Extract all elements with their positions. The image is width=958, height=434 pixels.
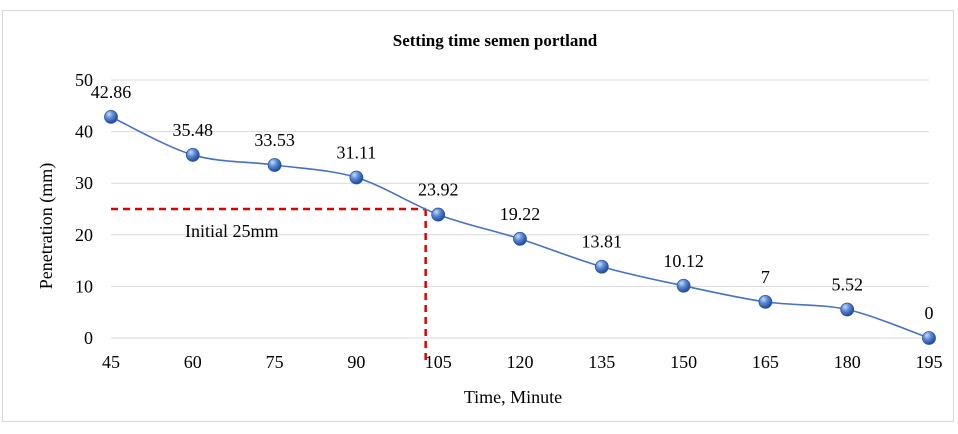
x-tick-label: 135 [588,352,615,372]
x-tick-label: 150 [670,352,697,372]
y-tick-label: 10 [75,276,93,296]
y-tick-labels: 0 10 20 30 40 50 [75,70,93,348]
y-tick-label: 0 [84,328,93,348]
data-labels: 42.86 35.48 33.53 31.11 23.92 19.22 13.81 10.12… [91,82,934,323]
data-point [758,294,773,309]
annotation: Initial 25mm [111,207,427,362]
data-label: 10.12 [663,251,704,271]
x-tick-label: 180 [834,352,861,372]
annotation-text: Initial 25mm [185,221,279,241]
data-label: 35.48 [173,120,214,140]
series [104,109,936,345]
y-tick-label: 30 [75,173,93,193]
chart-frame [2,10,954,422]
x-tick-label: 60 [184,352,202,372]
data-point [922,331,936,345]
x-tick-label: 120 [507,352,534,372]
data-label: 5.52 [831,275,863,295]
data-label: 31.11 [336,142,376,162]
data-point [349,170,364,185]
x-tick-label: 90 [347,352,365,372]
data-point [594,259,609,274]
data-point [267,158,282,172]
x-axis-label: Time, Minute [464,387,562,407]
data-point [676,278,691,293]
y-tick-label: 50 [75,70,93,90]
data-label: 19.22 [500,204,541,224]
y-tick-label: 20 [75,225,93,245]
x-tick-labels: 45 60 75 90 105 120 135 150 165 180 195 [102,352,943,372]
data-label: 33.53 [254,130,295,150]
data-point [840,302,855,317]
chart-title: Setting time semen portland [393,31,598,50]
x-tick-label: 75 [266,352,284,372]
gridlines [111,79,929,339]
x-tick-label: 165 [752,352,779,372]
data-label: 42.86 [91,82,132,102]
data-label: 0 [925,303,934,323]
data-point [431,207,446,222]
data-point [185,148,200,162]
y-axis-label: Penetration (mm) [36,163,57,289]
y-tick-label: 40 [75,122,93,142]
data-label: 7 [761,267,770,287]
data-label: 13.81 [582,232,623,252]
x-tick-label: 45 [102,352,120,372]
x-tick-label: 195 [916,352,943,372]
data-point [104,109,118,124]
data-label: 23.92 [418,180,459,200]
x-tick-label: 105 [425,352,452,372]
data-point [513,231,527,246]
